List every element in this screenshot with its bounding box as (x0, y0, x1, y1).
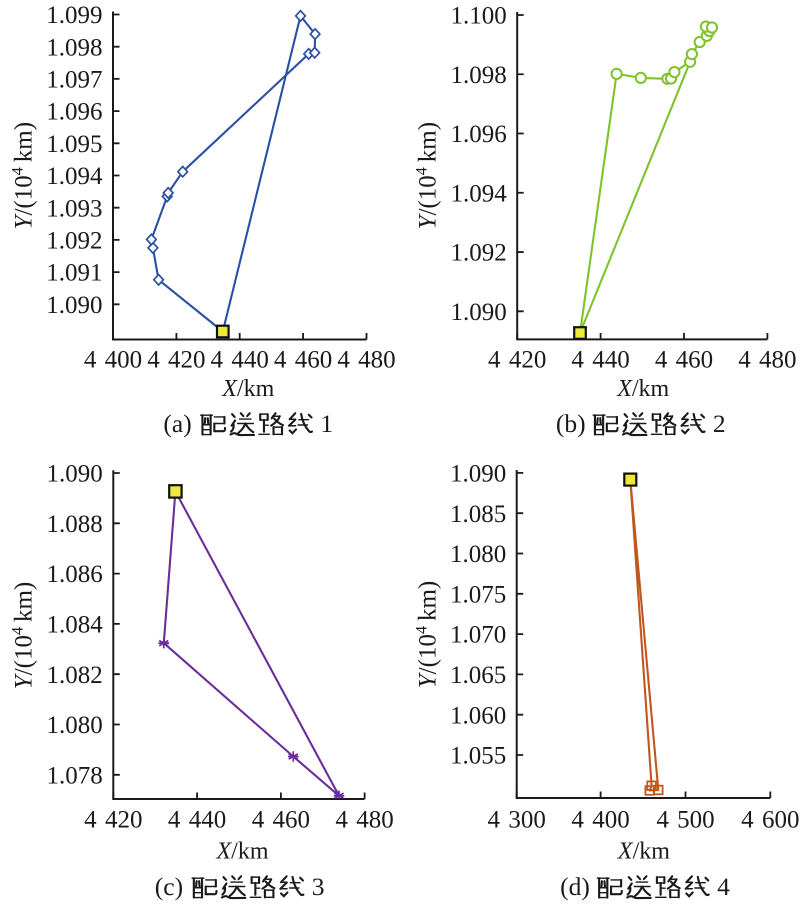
svg-text:Y/(104 km): Y/(104 km) (414, 122, 442, 229)
svg-text:4 500: 4 500 (656, 807, 714, 834)
svg-text:4 440: 4 440 (211, 347, 269, 374)
svg-text:1.065: 1.065 (450, 662, 506, 689)
svg-text:1.096: 1.096 (450, 121, 506, 148)
svg-text:1.080: 1.080 (47, 712, 103, 739)
svg-text:1.093: 1.093 (46, 195, 102, 222)
svg-text:4: 4 (717, 872, 730, 901)
svg-text:1.060: 1.060 (450, 702, 506, 729)
svg-text:4 440: 4 440 (168, 807, 226, 834)
svg-text:1.090: 1.090 (46, 292, 102, 319)
svg-text:X/km: X/km (215, 839, 268, 865)
svg-text:1.098: 1.098 (46, 34, 102, 61)
svg-text:X/km: X/km (617, 839, 670, 865)
svg-text:2: 2 (713, 409, 726, 438)
svg-text:4 400: 4 400 (84, 347, 142, 374)
svg-text:X/km: X/km (221, 376, 274, 402)
svg-text:4 460: 4 460 (252, 807, 310, 834)
svg-text:1.099: 1.099 (46, 2, 102, 29)
svg-text:1.094: 1.094 (46, 163, 103, 190)
svg-text:1.095: 1.095 (46, 131, 102, 158)
svg-text:1.097: 1.097 (46, 67, 102, 94)
svg-text:4 400: 4 400 (571, 807, 629, 834)
svg-text:1.055: 1.055 (450, 743, 506, 770)
svg-text:4 480: 4 480 (337, 347, 395, 374)
svg-text:(a): (a) (163, 409, 191, 438)
svg-text:X/km: X/km (616, 376, 669, 402)
svg-text:4 460: 4 460 (655, 347, 713, 374)
svg-text:1.100: 1.100 (450, 3, 506, 30)
svg-text:(d): (d) (560, 872, 590, 901)
svg-text:1.090: 1.090 (450, 299, 506, 326)
svg-text:Y/(104 km): Y/(104 km) (414, 581, 442, 688)
svg-text:1.094: 1.094 (450, 180, 507, 207)
svg-text:1.075: 1.075 (450, 581, 506, 608)
svg-text:1.084: 1.084 (47, 612, 104, 639)
svg-text:1.088: 1.088 (47, 511, 103, 538)
svg-text:1.082: 1.082 (47, 662, 103, 689)
svg-text:Y/(104 km): Y/(104 km) (10, 582, 38, 689)
svg-text:4 480: 4 480 (738, 347, 796, 374)
svg-text:4 300: 4 300 (488, 807, 546, 834)
svg-text:1.085: 1.085 (450, 501, 506, 528)
svg-text:1.078: 1.078 (47, 762, 103, 789)
svg-text:(c): (c) (155, 872, 183, 901)
svg-text:1.086: 1.086 (47, 561, 103, 588)
svg-text:1.092: 1.092 (450, 240, 506, 267)
svg-text:(b): (b) (556, 409, 586, 438)
svg-text:3: 3 (312, 872, 325, 901)
svg-text:4 420: 4 420 (84, 807, 142, 834)
svg-text:1.090: 1.090 (47, 461, 103, 488)
svg-text:4 420: 4 420 (147, 347, 205, 374)
svg-text:4 420: 4 420 (488, 347, 546, 374)
svg-text:1.098: 1.098 (450, 62, 506, 89)
svg-text:4 440: 4 440 (571, 347, 629, 374)
svg-text:1.096: 1.096 (46, 99, 102, 126)
svg-text:1.090: 1.090 (450, 461, 506, 488)
svg-text:4 460: 4 460 (274, 347, 332, 374)
svg-text:1.092: 1.092 (46, 228, 102, 255)
svg-text:1.080: 1.080 (450, 541, 506, 568)
svg-text:1: 1 (320, 409, 333, 438)
svg-text:1.070: 1.070 (450, 622, 506, 649)
svg-text:Y/(104 km): Y/(104 km) (10, 122, 38, 229)
svg-text:1.091: 1.091 (46, 260, 102, 287)
svg-text:4 600: 4 600 (741, 807, 799, 834)
svg-text:4 480: 4 480 (335, 807, 393, 834)
